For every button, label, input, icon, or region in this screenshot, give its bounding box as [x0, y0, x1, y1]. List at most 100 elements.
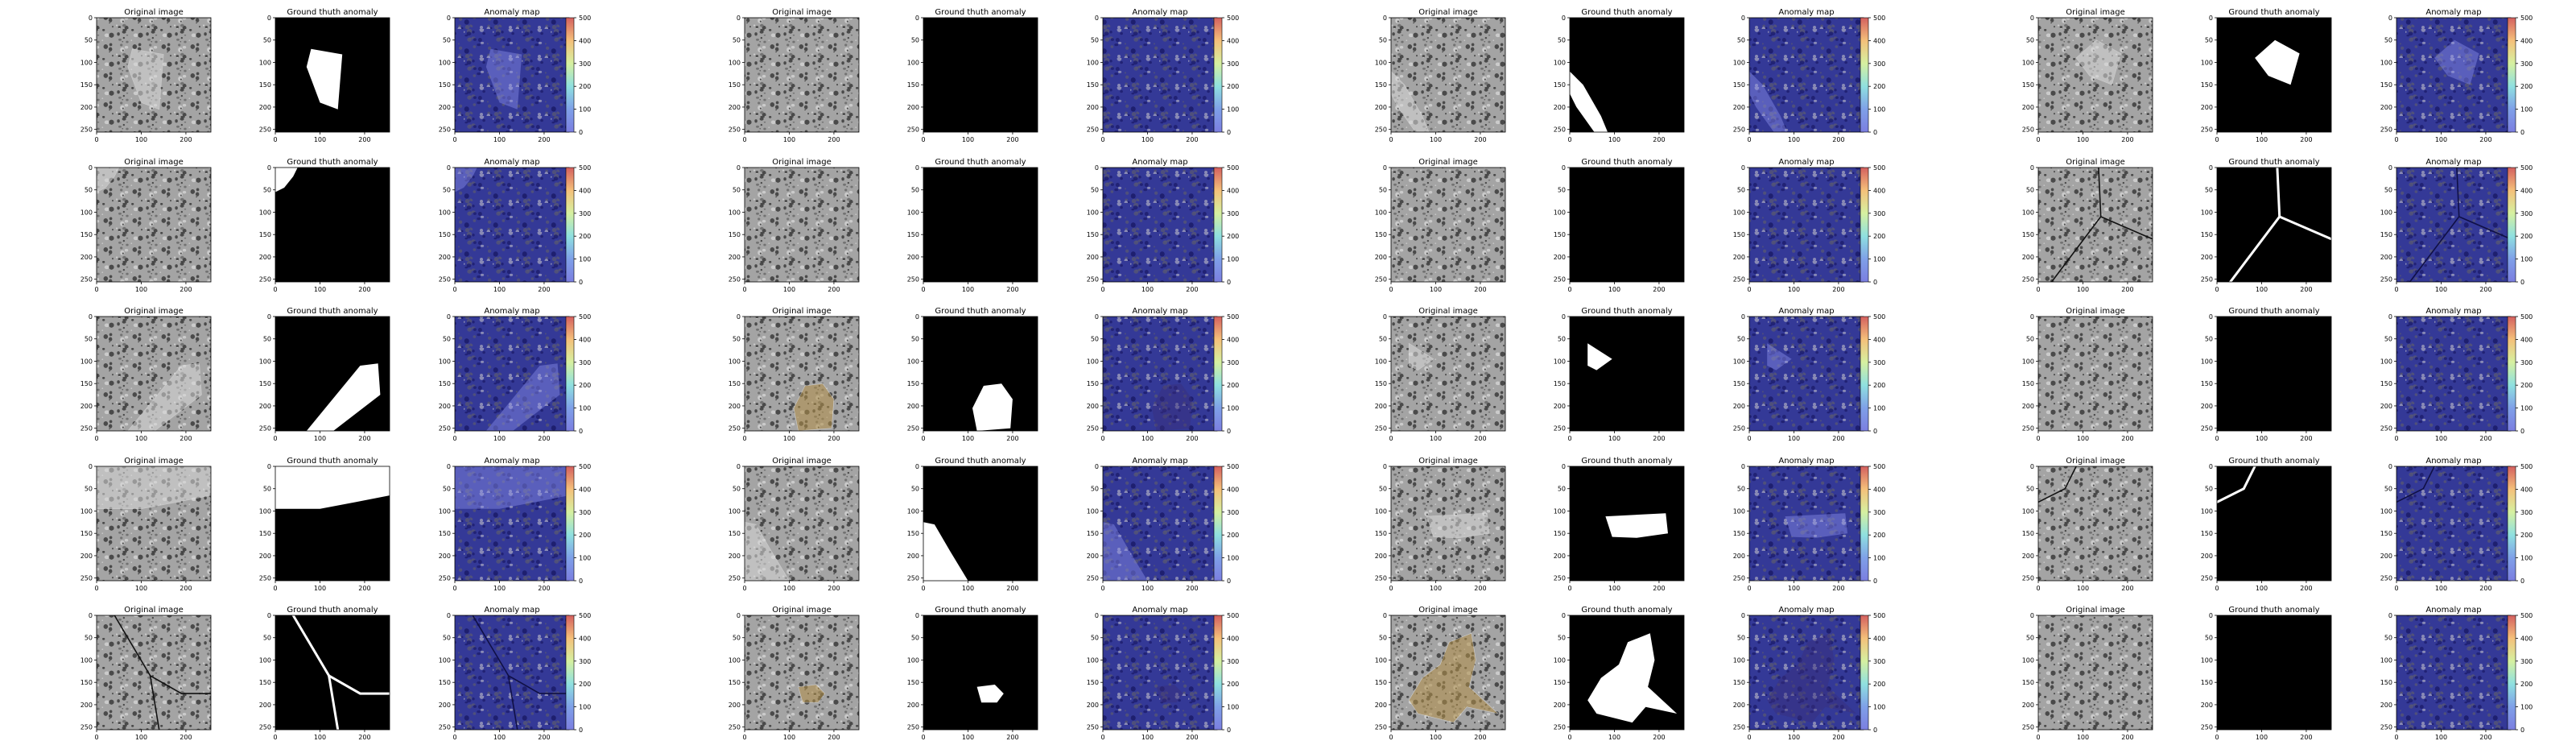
colorbar-tick-label: 0 — [1873, 577, 1877, 585]
x-tick-label: 0 — [1747, 286, 1751, 293]
y-tick-label: 150 — [1733, 231, 1745, 238]
heatmap-content — [1103, 615, 1217, 730]
panel-title: Anomaly map — [1132, 8, 1187, 17]
y-tick-label: 50 — [1737, 336, 1745, 343]
panel-title: Anomaly map — [2425, 307, 2481, 316]
y-tick-label: 250 — [2022, 126, 2034, 134]
x-tick-label: 0 — [1747, 734, 1751, 741]
y-tick-label: 200 — [2380, 254, 2392, 261]
y-tick-label: 150 — [2380, 530, 2392, 537]
stone-texture — [745, 168, 859, 282]
y-tick-label: 100 — [80, 507, 93, 515]
y-tick-label: 150 — [1554, 380, 1566, 387]
y-tick-label: 100 — [259, 358, 271, 365]
y-tick-label: 200 — [80, 702, 93, 709]
colorbar-tick-label: 500 — [579, 313, 591, 321]
colorbar-tick-label: 400 — [579, 635, 591, 642]
stone-texture — [2038, 317, 2153, 431]
x-tick-label: 0 — [2394, 136, 2398, 143]
image-content — [2038, 168, 2153, 282]
panel-title: Original image — [2066, 8, 2124, 17]
y-tick-label: 100 — [1375, 59, 1387, 66]
y-tick-label: 150 — [439, 679, 451, 686]
original-image-panel: Original image 0 100 200 0 50 100 150 200 250 — [729, 457, 860, 592]
x-tick-label: 200 — [1186, 585, 1198, 592]
x-tick-label: 100 — [2256, 136, 2268, 143]
heatmap-tint — [1103, 168, 1217, 282]
y-tick-label: 200 — [1554, 702, 1566, 709]
colorbar-tick-label: 300 — [1227, 509, 1239, 516]
y-tick-label: 100 — [2022, 507, 2034, 515]
x-tick-label: 0 — [1747, 136, 1751, 143]
x-tick-label: 100 — [783, 136, 795, 143]
y-tick-label: 100 — [907, 507, 919, 515]
colorbar-tick-label: 500 — [1227, 612, 1239, 619]
colorbar-tick-label: 200 — [1873, 83, 1885, 90]
colorbar: 0 100 200 300 400 500 — [1860, 463, 1885, 585]
ground-truth-panel: Ground thuth anomaly 0 100 200 0 50 100 150 200 2… — [1554, 307, 1685, 442]
y-tick-label: 250 — [729, 425, 741, 433]
colorbar-tick-label: 300 — [2520, 658, 2533, 665]
original-image-panel: Original image 0 100 200 0 50 100 150 200 250 — [80, 158, 212, 293]
colorbar: 0 100 200 300 400 500 — [1213, 313, 1239, 435]
original-image-panel: Original image 0 100 200 0 50 100 150 200 250 — [2022, 8, 2153, 143]
panel-title: Anomaly map — [484, 606, 539, 615]
y-tick-label: 150 — [259, 81, 271, 89]
y-tick-label: 200 — [907, 553, 919, 560]
crack-line — [507, 675, 569, 694]
x-tick-label: 200 — [2121, 734, 2133, 741]
y-tick-label: 150 — [1087, 81, 1099, 89]
x-tick-label: 100 — [2256, 734, 2268, 741]
x-tick-label: 0 — [921, 136, 925, 143]
image-content — [1391, 615, 1505, 730]
colorbar-tick-label: 200 — [2520, 83, 2533, 90]
x-tick-label: 100 — [1788, 136, 1800, 143]
y-tick-label: 200 — [2022, 254, 2034, 261]
x-tick-label: 200 — [1006, 286, 1018, 293]
y-tick-label: 200 — [1554, 254, 1566, 261]
colorbar-tick-label: 100 — [1227, 256, 1239, 263]
axes-frame — [744, 466, 860, 582]
y-tick-label: 100 — [439, 209, 451, 216]
y-tick-label: 200 — [2380, 104, 2392, 111]
y-tick-label: 0 — [2030, 612, 2034, 619]
y-tick-label: 250 — [2201, 276, 2213, 284]
x-tick-label: 100 — [1141, 435, 1154, 442]
mask-content — [2217, 317, 2331, 431]
colorbar-tick-label: 200 — [579, 382, 591, 389]
x-tick-label: 200 — [538, 286, 550, 293]
colorbar-tick-label: 400 — [1227, 486, 1239, 493]
colorbar-tick-label: 500 — [2520, 463, 2533, 470]
y-tick-label: 250 — [1375, 276, 1387, 284]
y-tick-label: 150 — [907, 380, 919, 387]
y-tick-label: 100 — [2022, 59, 2034, 66]
heatmap-content — [1749, 466, 1864, 581]
colorbar-tick-label: 100 — [1873, 106, 1885, 114]
colorbar: 0 100 200 300 400 500 — [1213, 164, 1239, 286]
y-tick-label: 50 — [1379, 37, 1387, 44]
y-tick-label: 100 — [1733, 358, 1745, 365]
y-tick-label: 50 — [2384, 37, 2392, 44]
colorbar-tick-label: 100 — [1227, 106, 1239, 114]
x-tick-label: 0 — [2036, 585, 2040, 592]
colorbar: 0 100 200 300 400 500 — [2507, 612, 2533, 734]
mask-region — [306, 48, 343, 110]
colorbar-tick-label: 300 — [2520, 210, 2533, 217]
colorbar-tick-label: 300 — [579, 509, 591, 516]
x-tick-label: 200 — [1186, 136, 1198, 143]
y-tick-label: 100 — [1087, 209, 1099, 216]
y-tick-label: 0 — [1383, 14, 1387, 22]
colorbar-tick-label: 200 — [579, 83, 591, 90]
y-tick-label: 100 — [729, 656, 741, 664]
image-content — [1391, 18, 1505, 132]
anomaly-map-panel: Anomaly map 0 100 200 0 50 100 150 200 250 — [2380, 307, 2512, 442]
x-tick-label: 100 — [1141, 734, 1154, 741]
y-tick-label: 200 — [1554, 104, 1566, 111]
panel-title: Anomaly map — [484, 457, 539, 466]
y-tick-label: 0 — [1562, 14, 1566, 22]
colorbar-tick-label: 200 — [2520, 382, 2533, 389]
x-tick-label: 100 — [2435, 286, 2447, 293]
panel-title: Original image — [124, 307, 183, 316]
y-tick-label: 100 — [259, 209, 271, 216]
